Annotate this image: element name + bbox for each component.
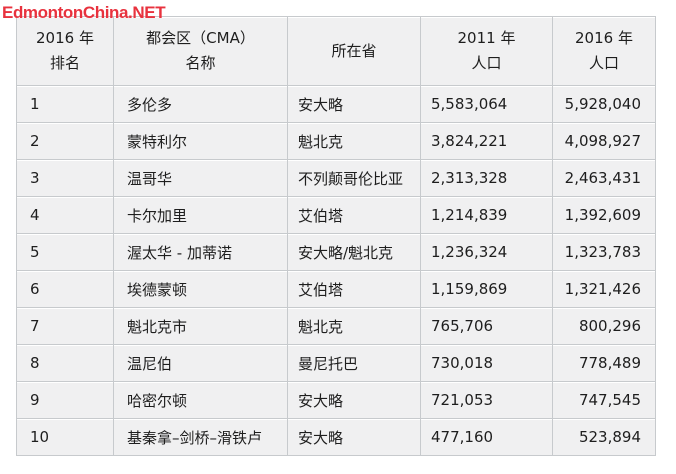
province-cell: 艾伯塔 xyxy=(287,196,421,234)
pop-2016-cell: 778,489 xyxy=(552,344,656,382)
cma-name-cell: 埃德蒙顿 xyxy=(113,270,288,308)
province-cell: 不列颠哥伦比亚 xyxy=(287,159,421,197)
table-body: 1 多伦多 安大略 5,583,064 5,928,040 2 蒙特利尔 魁北克… xyxy=(16,85,656,456)
cma-name-cell: 渥太华 - 加蒂诺 xyxy=(113,233,288,271)
pop-2011-cell: 1,159,869 xyxy=(420,270,553,308)
table-header: 2016 年 排名 都会区（CMA） 名称 所在省 2011 年 人口 2016… xyxy=(16,16,656,86)
table-row: 6 埃德蒙顿 艾伯塔 1,159,869 1,321,426 xyxy=(16,270,656,308)
cma-name-cell: 温尼伯 xyxy=(113,344,288,382)
pop-2011-cell: 765,706 xyxy=(420,307,553,345)
pop-2011-cell: 1,236,324 xyxy=(420,233,553,271)
rank-cell: 3 xyxy=(16,159,114,197)
pop-2016-cell: 1,392,609 xyxy=(552,196,656,234)
header-row: 2016 年 排名 都会区（CMA） 名称 所在省 2011 年 人口 2016… xyxy=(16,16,656,86)
province-cell: 安大略 xyxy=(287,418,421,456)
table-row: 8 温尼伯 曼尼托巴 730,018 778,489 xyxy=(16,344,656,382)
table-row: 10 基秦拿–剑桥–滑铁卢 安大略 477,160 523,894 xyxy=(16,418,656,456)
pop-2016-cell: 800,296 xyxy=(552,307,656,345)
header-pop2011-line1: 2011 年 xyxy=(457,29,516,47)
cma-name-cell: 温哥华 xyxy=(113,159,288,197)
province-cell: 魁北克 xyxy=(287,307,421,345)
header-pop-2016: 2016 年 人口 xyxy=(552,16,656,86)
cma-name-cell: 哈密尔顿 xyxy=(113,381,288,419)
pop-2016-cell: 1,323,783 xyxy=(552,233,656,271)
header-cma-line2: 名称 xyxy=(185,54,216,72)
rank-cell: 4 xyxy=(16,196,114,234)
table-row: 4 卡尔加里 艾伯塔 1,214,839 1,392,609 xyxy=(16,196,656,234)
rank-cell: 1 xyxy=(16,85,114,123)
pop-2011-cell: 5,583,064 xyxy=(420,85,553,123)
province-cell: 安大略 xyxy=(287,381,421,419)
header-cma-line1: 都会区（CMA） xyxy=(146,29,255,47)
table-row: 1 多伦多 安大略 5,583,064 5,928,040 xyxy=(16,85,656,123)
province-cell: 艾伯塔 xyxy=(287,270,421,308)
header-province-line1: 所在省 xyxy=(331,41,377,60)
pop-2011-cell: 1,214,839 xyxy=(420,196,553,234)
table-row: 9 哈密尔顿 安大略 721,053 747,545 xyxy=(16,381,656,419)
cma-name-cell: 魁北克市 xyxy=(113,307,288,345)
rank-cell: 10 xyxy=(16,418,114,456)
pop-2011-cell: 2,313,328 xyxy=(420,159,553,197)
population-table: 2016 年 排名 都会区（CMA） 名称 所在省 2011 年 人口 2016… xyxy=(16,16,656,456)
pop-2016-cell: 4,098,927 xyxy=(552,122,656,160)
pop-2016-cell: 2,463,431 xyxy=(552,159,656,197)
site-watermark: EdmontonChina.NET xyxy=(2,3,166,22)
header-pop2016-line1: 2016 年 xyxy=(575,29,633,47)
header-rank-line2: 排名 xyxy=(49,54,80,72)
cma-name-cell: 多伦多 xyxy=(113,85,288,123)
table-row: 3 温哥华 不列颠哥伦比亚 2,313,328 2,463,431 xyxy=(16,159,656,197)
pop-2011-cell: 477,160 xyxy=(420,418,553,456)
cma-name-cell: 基秦拿–剑桥–滑铁卢 xyxy=(113,418,288,456)
rank-cell: 9 xyxy=(16,381,114,419)
rank-cell: 7 xyxy=(16,307,114,345)
rank-cell: 5 xyxy=(16,233,114,271)
rank-cell: 6 xyxy=(16,270,114,308)
pop-2016-cell: 5,928,040 xyxy=(552,85,656,123)
header-pop2011-line2: 人口 xyxy=(471,54,502,72)
header-pop-2011: 2011 年 人口 xyxy=(420,16,553,86)
cma-name-cell: 卡尔加里 xyxy=(113,196,288,234)
header-rank: 2016 年 排名 xyxy=(16,16,114,86)
pop-2011-cell: 730,018 xyxy=(420,344,553,382)
table-row: 5 渥太华 - 加蒂诺 安大略/魁北克 1,236,324 1,323,783 xyxy=(16,233,656,271)
province-cell: 曼尼托巴 xyxy=(287,344,421,382)
pop-2016-cell: 1,321,426 xyxy=(552,270,656,308)
pop-2011-cell: 721,053 xyxy=(420,381,553,419)
header-rank-line1: 2016 年 xyxy=(36,29,94,47)
rank-cell: 8 xyxy=(16,344,114,382)
pop-2016-cell: 523,894 xyxy=(552,418,656,456)
rank-cell: 2 xyxy=(16,122,114,160)
cma-name-cell: 蒙特利尔 xyxy=(113,122,288,160)
pop-2011-cell: 3,824,221 xyxy=(420,122,553,160)
header-cma-name: 都会区（CMA） 名称 xyxy=(113,16,288,86)
table-row: 7 魁北克市 魁北克 765,706 800,296 xyxy=(16,307,656,345)
province-cell: 安大略/魁北克 xyxy=(287,233,421,271)
header-province: 所在省 xyxy=(287,16,421,86)
pop-2016-cell: 747,545 xyxy=(552,381,656,419)
province-cell: 安大略 xyxy=(287,85,421,123)
table-row: 2 蒙特利尔 魁北克 3,824,221 4,098,927 xyxy=(16,122,656,160)
province-cell: 魁北克 xyxy=(287,122,421,160)
header-pop2016-line2: 人口 xyxy=(588,54,619,72)
